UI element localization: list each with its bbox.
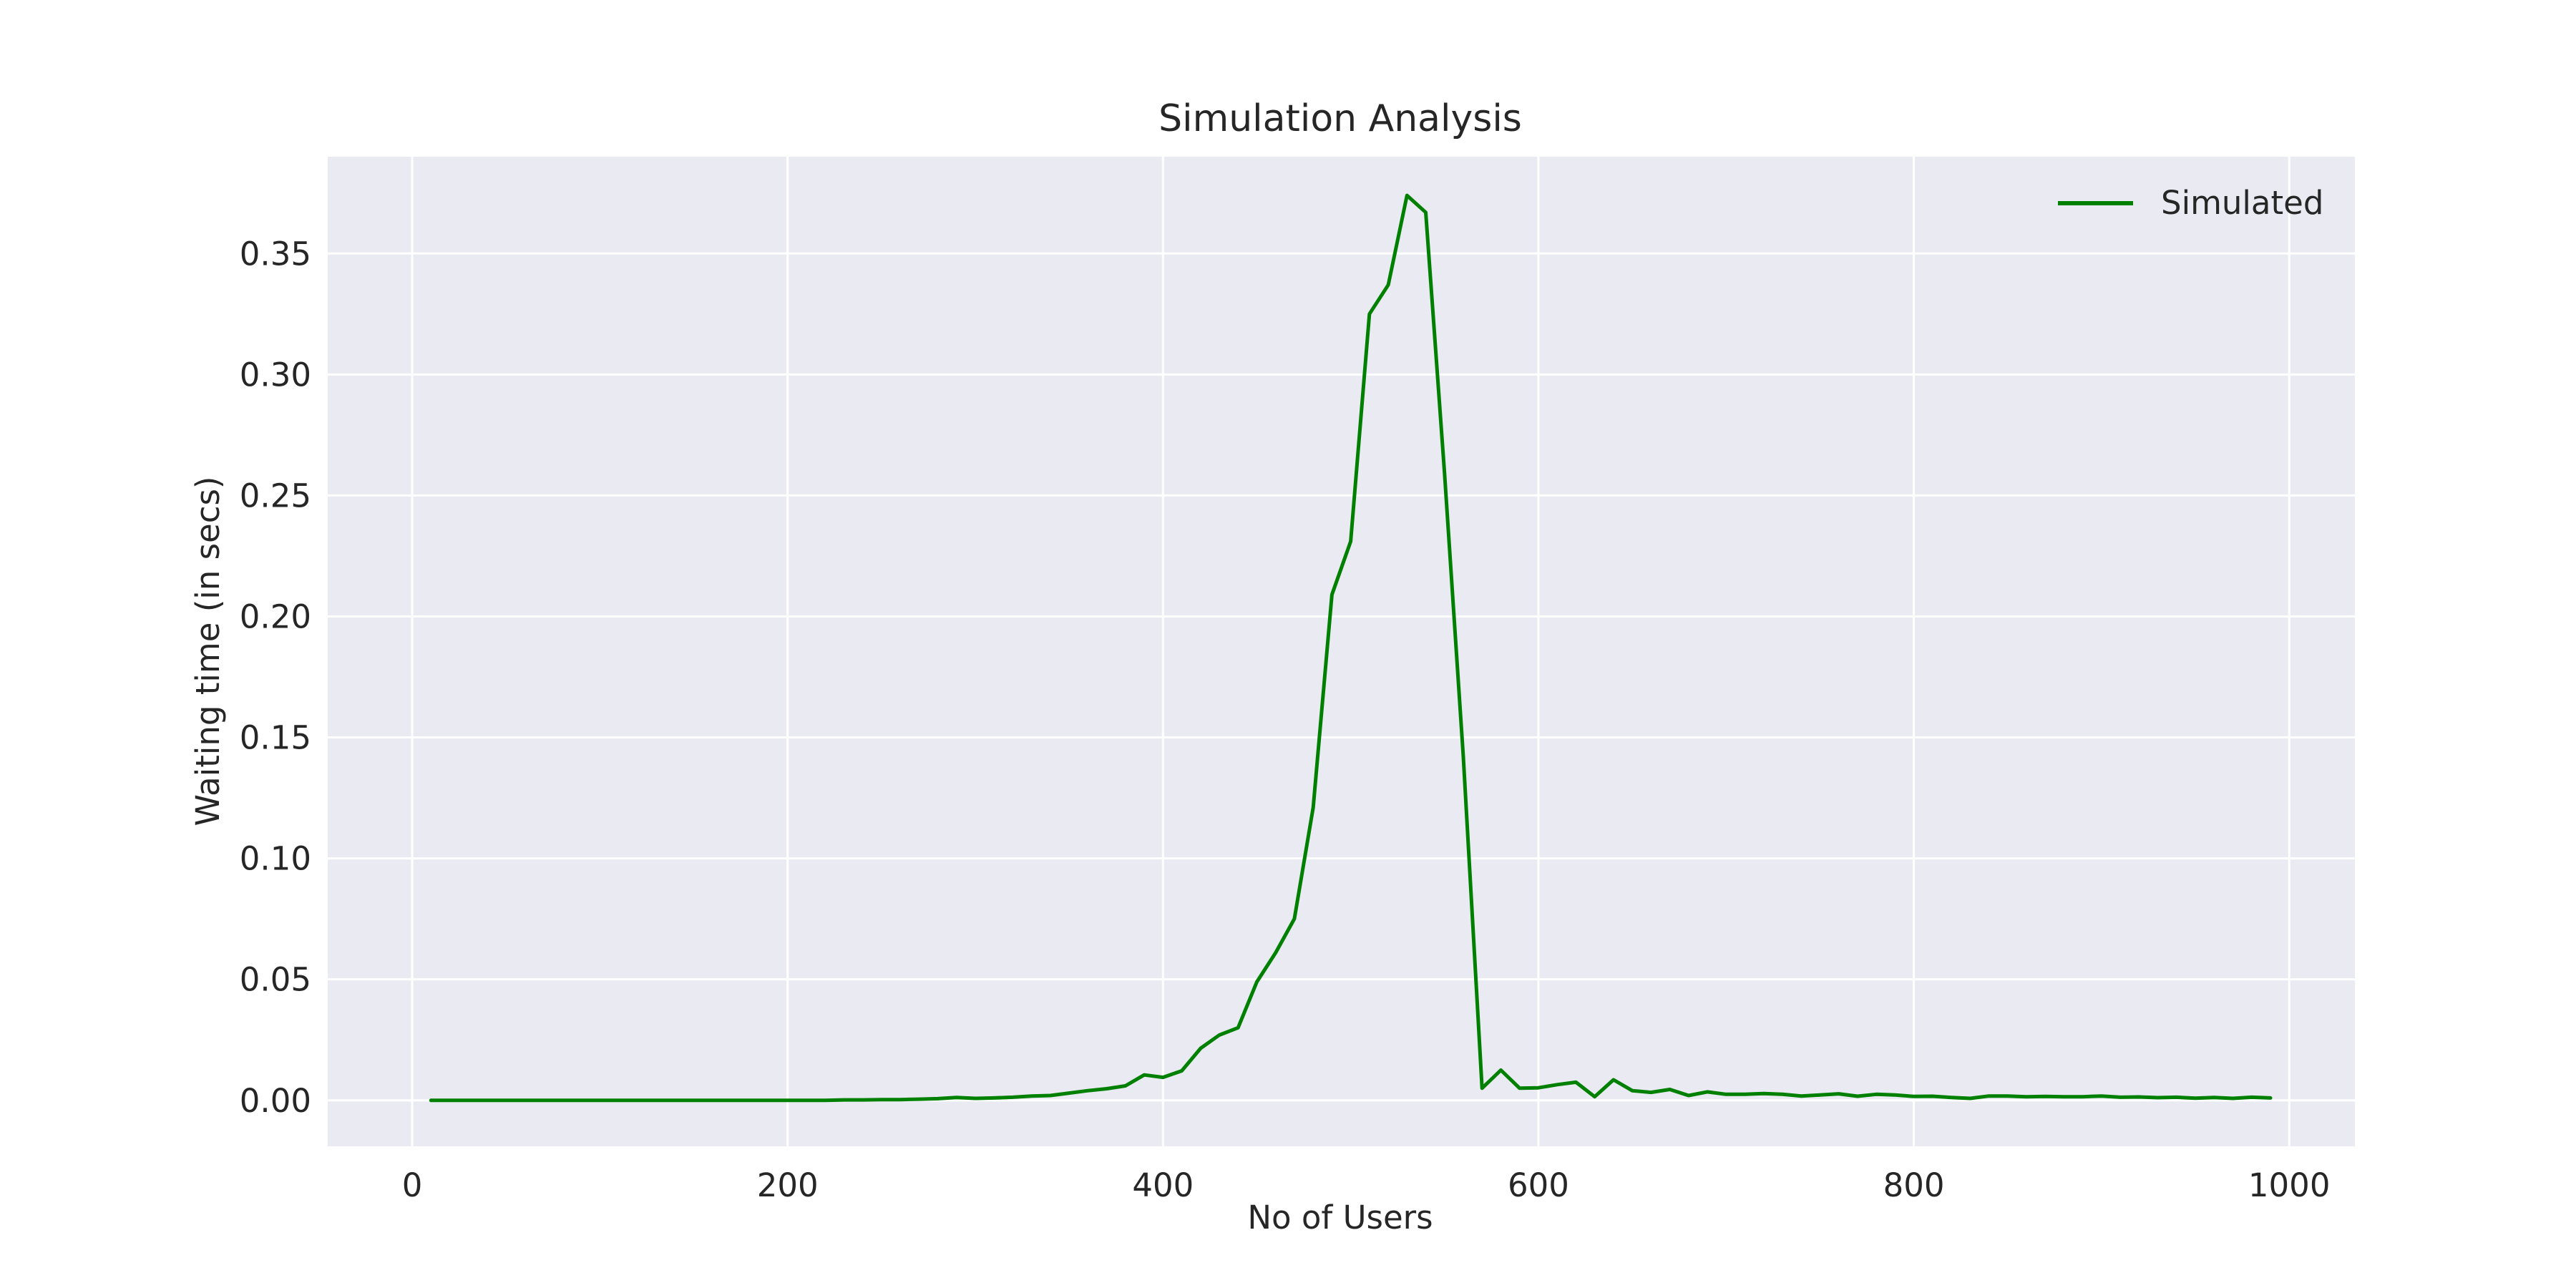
x-tick-labels: 0 200 400 600 800 1000	[402, 1166, 2331, 1204]
y-axis-label: Waiting time (in secs)	[189, 477, 227, 826]
y-tick-label: 0.20	[240, 597, 311, 635]
plot-background	[328, 157, 2355, 1146]
x-tick-label: 1000	[2248, 1166, 2331, 1204]
grid-lines	[328, 157, 2355, 1146]
series-line-simulated	[429, 193, 2273, 1103]
y-tick-labels: 0.00 0.05 0.10 0.15 0.20 0.25 0.30 0.35	[240, 235, 311, 1119]
legend: Simulated	[2058, 184, 2323, 222]
y-tick-label: 0.15	[240, 719, 311, 757]
y-tick-label: 0.35	[240, 235, 311, 273]
x-tick-label: 800	[1883, 1166, 1945, 1204]
y-tick-label: 0.25	[240, 477, 311, 514]
y-tick-label: 0.05	[240, 961, 311, 999]
x-tick-label: 400	[1132, 1166, 1194, 1204]
legend-label-simulated: Simulated	[2161, 184, 2323, 222]
y-tick-label: 0.30	[240, 356, 311, 394]
x-axis-label: No of Users	[1247, 1199, 1433, 1236]
chart-title: Simulation Analysis	[1158, 97, 1522, 140]
y-tick-label: 0.10	[240, 840, 311, 878]
x-tick-label: 600	[1508, 1166, 1569, 1204]
y-tick-label: 0.00	[240, 1082, 311, 1120]
x-tick-label: 0	[402, 1166, 423, 1204]
x-tick-label: 200	[757, 1166, 819, 1204]
